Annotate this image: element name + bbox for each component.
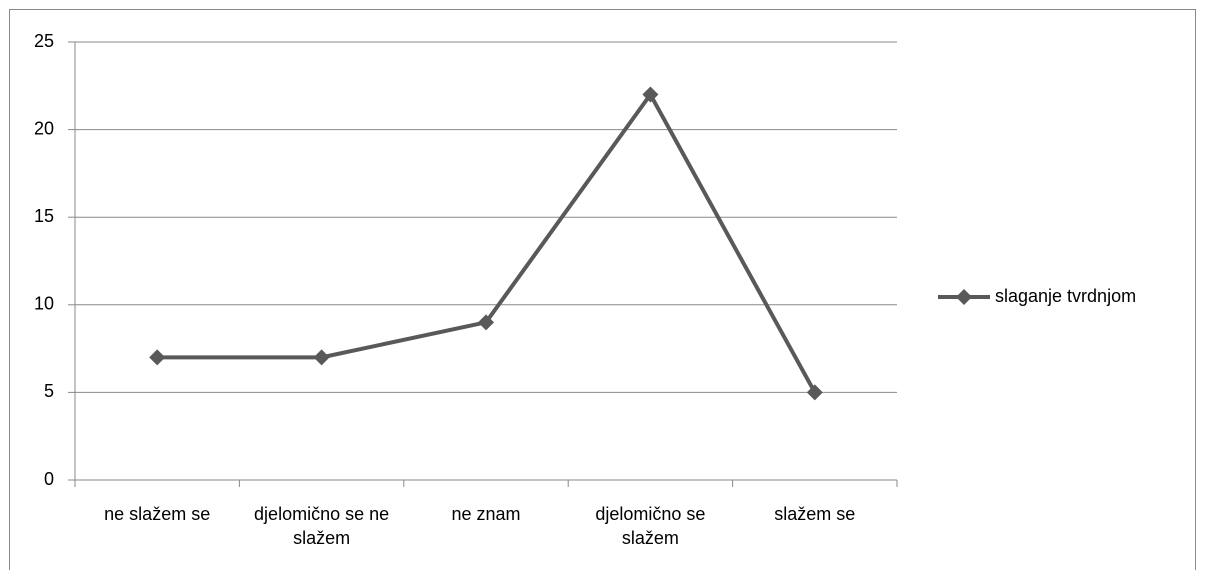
x-tick-label: ne znam — [451, 504, 521, 524]
point-marker — [149, 349, 166, 366]
y-tick-label: 10 — [34, 294, 54, 314]
y-tick-label: 15 — [34, 206, 54, 226]
x-tick-label: ne slažem se — [104, 504, 211, 524]
x-tick-label: djelomično se ne slažem — [254, 504, 390, 548]
y-tick-label: 20 — [34, 118, 54, 138]
x-tick-label: djelomično se slažem — [595, 504, 706, 548]
point-marker — [642, 86, 659, 103]
y-tick-label: 0 — [44, 469, 54, 489]
legend-marker — [956, 289, 972, 305]
y-tick-label: 5 — [44, 381, 54, 401]
point-marker — [313, 349, 330, 366]
legend-label: slaganje tvrdnjom — [995, 286, 1136, 306]
x-tick-label: slažem se — [774, 504, 856, 524]
chart-border — [9, 9, 1196, 570]
point-marker — [806, 384, 823, 401]
point-marker — [478, 314, 494, 331]
y-tick-label: 25 — [34, 31, 54, 51]
series-line — [157, 92, 817, 394]
